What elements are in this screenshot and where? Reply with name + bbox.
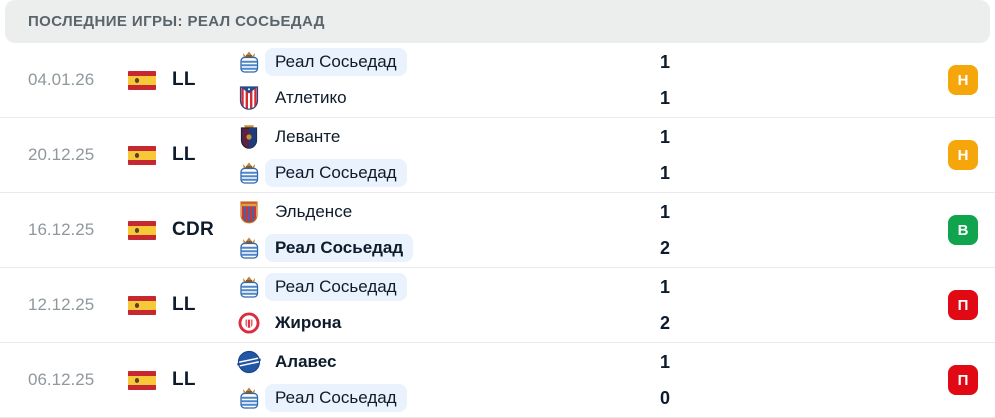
home-score: 1 (659, 202, 670, 222)
home-team-line: Леванте (237, 119, 995, 155)
away-team-line: Реал Сосьедад (237, 380, 995, 416)
real-sociedad-logo (237, 49, 261, 75)
girona-logo (237, 310, 261, 336)
competition: CDR (128, 219, 237, 241)
spain-flag-icon (128, 145, 156, 165)
away-team-line: Жирона (237, 305, 995, 341)
teams: Реал Сосьедад Жирона (237, 269, 995, 341)
away-team-line: Реал Сосьедад (237, 155, 995, 191)
real-sociedad-logo (237, 160, 261, 186)
away-score: 2 (659, 313, 670, 333)
teams: Эльденсе Реал Сосьедад (237, 194, 995, 266)
result-badge: П (948, 290, 978, 320)
home-team-line: Алавес (237, 344, 995, 380)
spain-flag-icon (128, 370, 156, 390)
match-date: 04.01.26 (28, 70, 95, 89)
away-team-line: Атлетико (237, 80, 995, 116)
match-date: 12.12.25 (28, 295, 95, 314)
away-team-name[interactable]: Реал Сосьедад (265, 384, 407, 412)
spain-flag-icon (128, 295, 156, 315)
widget-title: ПОСЛЕДНИЕ ИГРЫ: РЕАЛ СОСЬЕДАД (28, 13, 325, 30)
result-badge: П (948, 365, 978, 395)
competition: LL (128, 294, 237, 316)
match-row[interactable]: 16.12.25 CDR Эльденсе Реал Сосьедад (0, 193, 995, 268)
away-team-name[interactable]: Реал Сосьедад (265, 159, 407, 187)
teams: Леванте Реал Сосьедад (237, 119, 995, 191)
competition-label: LL (172, 369, 196, 390)
away-score: 1 (659, 88, 670, 108)
match-row[interactable]: 04.01.26 LL Реал Сосьедад Атлетико (0, 43, 995, 118)
away-team-name[interactable]: Атлетико (275, 88, 347, 107)
competition-label: LL (172, 144, 196, 165)
matches-list: 04.01.26 LL Реал Сосьедад Атлетико (0, 43, 995, 418)
match-date: 16.12.25 (28, 220, 95, 239)
eldense-logo (237, 199, 261, 225)
home-team-name[interactable]: Алавес (275, 352, 337, 371)
home-score: 1 (659, 352, 670, 372)
competition: LL (128, 369, 237, 391)
alaves-logo (237, 349, 261, 375)
widget-header: ПОСЛЕДНИЕ ИГРЫ: РЕАЛ СОСЬЕДАД (5, 0, 990, 43)
home-team-line: Реал Сосьедад (237, 269, 995, 305)
real-sociedad-logo (237, 235, 261, 261)
competition-label: CDR (172, 219, 215, 240)
match-row[interactable]: 06.12.25 LL Алавес Реал Сосьедад (0, 343, 995, 418)
result-badge: Н (948, 65, 978, 95)
match-date: 20.12.25 (28, 145, 95, 164)
spain-flag-icon (128, 220, 156, 240)
away-score: 0 (659, 388, 670, 408)
home-score: 1 (659, 52, 670, 72)
away-team-line: Реал Сосьедад (237, 230, 995, 266)
away-team-name[interactable]: Жирона (275, 313, 342, 332)
match-row[interactable]: 12.12.25 LL Реал Сосьедад Жирона (0, 268, 995, 343)
real-sociedad-logo (237, 385, 261, 411)
match-date: 06.12.25 (28, 370, 95, 389)
away-score: 1 (659, 163, 670, 183)
home-team-name[interactable]: Леванте (275, 127, 341, 146)
match-row[interactable]: 20.12.25 LL Леванте Реал Сосьедад (0, 118, 995, 193)
home-team-name[interactable]: Реал Сосьедад (265, 273, 407, 301)
real-sociedad-logo (237, 274, 261, 300)
competition: LL (128, 69, 237, 91)
competition-label: LL (172, 69, 196, 90)
teams: Реал Сосьедад Атлетико (237, 44, 995, 116)
levante-logo (237, 124, 261, 150)
result-badge: В (948, 215, 978, 245)
result-badge: Н (948, 140, 978, 170)
away-team-name[interactable]: Реал Сосьедад (265, 234, 414, 262)
competition: LL (128, 144, 237, 166)
home-score: 1 (659, 277, 670, 297)
home-team-name[interactable]: Эльденсе (275, 202, 353, 221)
home-score: 1 (659, 127, 670, 147)
home-team-line: Эльденсе (237, 194, 995, 230)
teams: Алавес Реал Сосьедад (237, 344, 995, 416)
atletico-madrid-logo (237, 85, 261, 111)
away-score: 2 (659, 238, 670, 258)
home-team-name[interactable]: Реал Сосьедад (265, 48, 407, 76)
spain-flag-icon (128, 70, 156, 90)
competition-label: LL (172, 294, 196, 315)
home-team-line: Реал Сосьедад (237, 44, 995, 80)
